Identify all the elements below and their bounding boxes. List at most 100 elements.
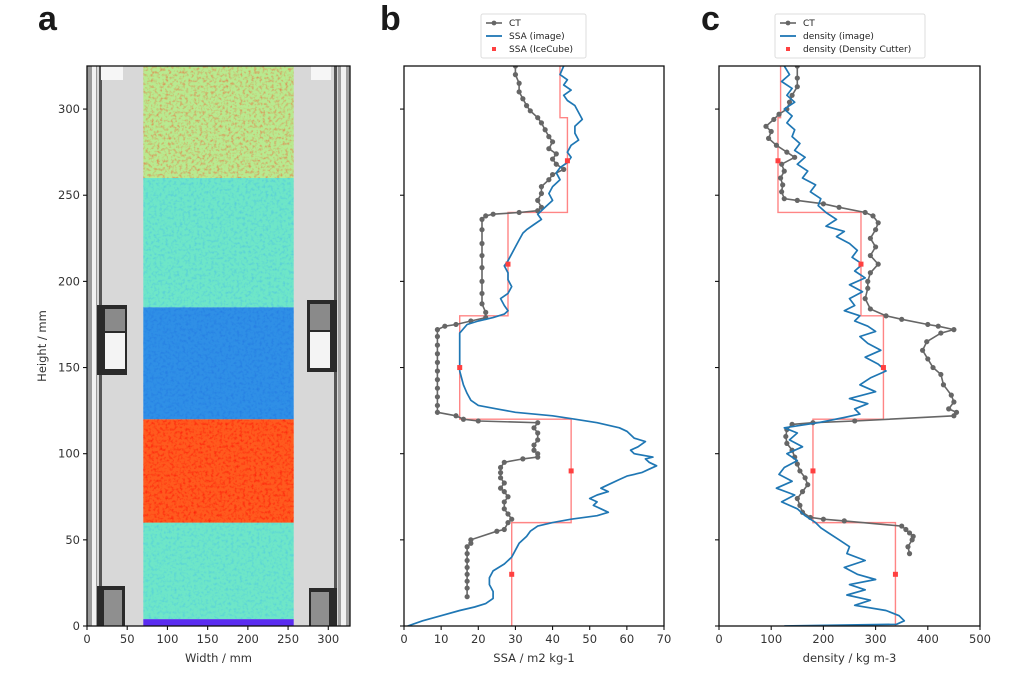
ct-marker xyxy=(490,211,496,217)
ct-marker xyxy=(935,323,941,329)
ct-marker xyxy=(862,209,868,216)
ct-marker xyxy=(505,511,511,517)
ct-marker xyxy=(763,123,769,129)
ct-marker xyxy=(483,309,489,315)
y-tick-label: 250 xyxy=(58,188,80,202)
ct-marker xyxy=(781,196,787,202)
ct-marker xyxy=(768,128,774,135)
right-rail-highlight xyxy=(341,66,346,626)
x-tick-label: 0 xyxy=(715,632,722,646)
panel-b-axes: 0 10 20 30 40 50 60 70 SSA / m2 kg-1 xyxy=(400,65,671,665)
ct-marker xyxy=(535,197,541,203)
ct-marker xyxy=(516,89,522,95)
ct-marker xyxy=(802,475,808,481)
ct-marker xyxy=(903,526,909,533)
legend-ct-marker xyxy=(785,20,791,26)
ct-marker xyxy=(479,240,485,247)
legend-reference-marker xyxy=(786,47,790,51)
ct-marker xyxy=(553,151,559,157)
ct-marker xyxy=(777,175,784,181)
ct-marker xyxy=(865,285,871,291)
x-tick-label: 0 xyxy=(83,632,90,646)
ct-marker xyxy=(953,409,960,415)
ct-marker xyxy=(820,201,827,207)
x-tick-label: 250 xyxy=(277,632,299,646)
legend-box xyxy=(480,13,587,59)
ct-marker xyxy=(501,480,507,486)
holder-clamp xyxy=(310,304,330,330)
ct-marker xyxy=(434,385,441,391)
x-tick-label: 60 xyxy=(620,632,635,646)
ct-marker xyxy=(509,516,515,522)
ct-marker xyxy=(497,485,504,491)
heatmap-texture xyxy=(143,66,294,620)
ct-marker xyxy=(820,516,827,522)
ct-marker xyxy=(523,103,530,109)
y-tick-label: 50 xyxy=(65,533,80,547)
ct-marker xyxy=(516,80,522,86)
ct-marker xyxy=(434,342,441,348)
ct-marker xyxy=(464,578,470,584)
holder-clamp xyxy=(310,332,330,368)
ct-marker xyxy=(797,468,803,474)
reference-marker xyxy=(892,571,898,577)
x-tick-label: 200 xyxy=(812,632,834,646)
ct-marker xyxy=(434,377,441,383)
x-tick-label: 500 xyxy=(969,632,991,646)
reference-marker xyxy=(505,261,511,267)
ct-marker xyxy=(789,92,795,98)
legend-entry: density (image) xyxy=(803,32,874,42)
ct-marker xyxy=(464,594,470,600)
ct-marker xyxy=(794,75,800,81)
ct-marker xyxy=(546,177,552,183)
ct-marker xyxy=(773,142,780,148)
ct-marker xyxy=(546,146,552,152)
ct-marker xyxy=(434,368,441,374)
legend-entry: CT xyxy=(803,19,815,29)
panel-a xyxy=(87,66,350,626)
ct-marker xyxy=(906,530,913,536)
y-tick-label: 200 xyxy=(58,274,80,288)
ct-marker xyxy=(538,184,545,190)
heatmap-speckle xyxy=(143,178,294,308)
ct-marker xyxy=(930,364,936,371)
ct-marker xyxy=(535,420,541,426)
ct-marker xyxy=(464,557,470,564)
ct-marker xyxy=(501,499,507,505)
ct-marker xyxy=(786,99,793,105)
ct-marker xyxy=(464,585,470,591)
ct-marker xyxy=(479,290,485,297)
reference-marker xyxy=(858,261,864,267)
ct-marker xyxy=(875,261,881,267)
panel-b-legend: CT SSA (image) SSA (IceCube) xyxy=(480,13,587,59)
heatmap-band xyxy=(143,619,294,626)
panel-c-legend: CT density (image) density (Density Cutter… xyxy=(774,13,926,59)
ct-marker xyxy=(535,451,541,457)
ct-marker xyxy=(535,430,541,436)
ct-marker xyxy=(505,494,511,500)
ct-marker xyxy=(765,135,772,141)
ct-marker xyxy=(505,520,511,526)
ct-marker xyxy=(873,227,879,233)
x-tick-label: 50 xyxy=(582,632,597,646)
image-line xyxy=(407,66,658,626)
ct-marker xyxy=(797,502,803,508)
ct-marker xyxy=(520,456,526,462)
panel-letter-a: a xyxy=(38,0,58,38)
x-tick-label: 300 xyxy=(865,632,887,646)
ct-marker xyxy=(497,475,504,481)
ct-marker xyxy=(538,120,545,126)
x-tick-label: 30 xyxy=(508,632,523,646)
ct-marker xyxy=(434,409,441,415)
ct-marker xyxy=(946,406,952,412)
ct-marker xyxy=(875,220,881,226)
ct-marker xyxy=(434,359,441,365)
ct-marker xyxy=(479,278,485,284)
ct-marker xyxy=(771,116,777,123)
ct-marker xyxy=(561,166,567,172)
x-tick-label: 40 xyxy=(545,632,560,646)
ct-marker xyxy=(464,564,470,571)
ct-marker xyxy=(464,544,470,550)
ct-marker xyxy=(836,204,842,210)
